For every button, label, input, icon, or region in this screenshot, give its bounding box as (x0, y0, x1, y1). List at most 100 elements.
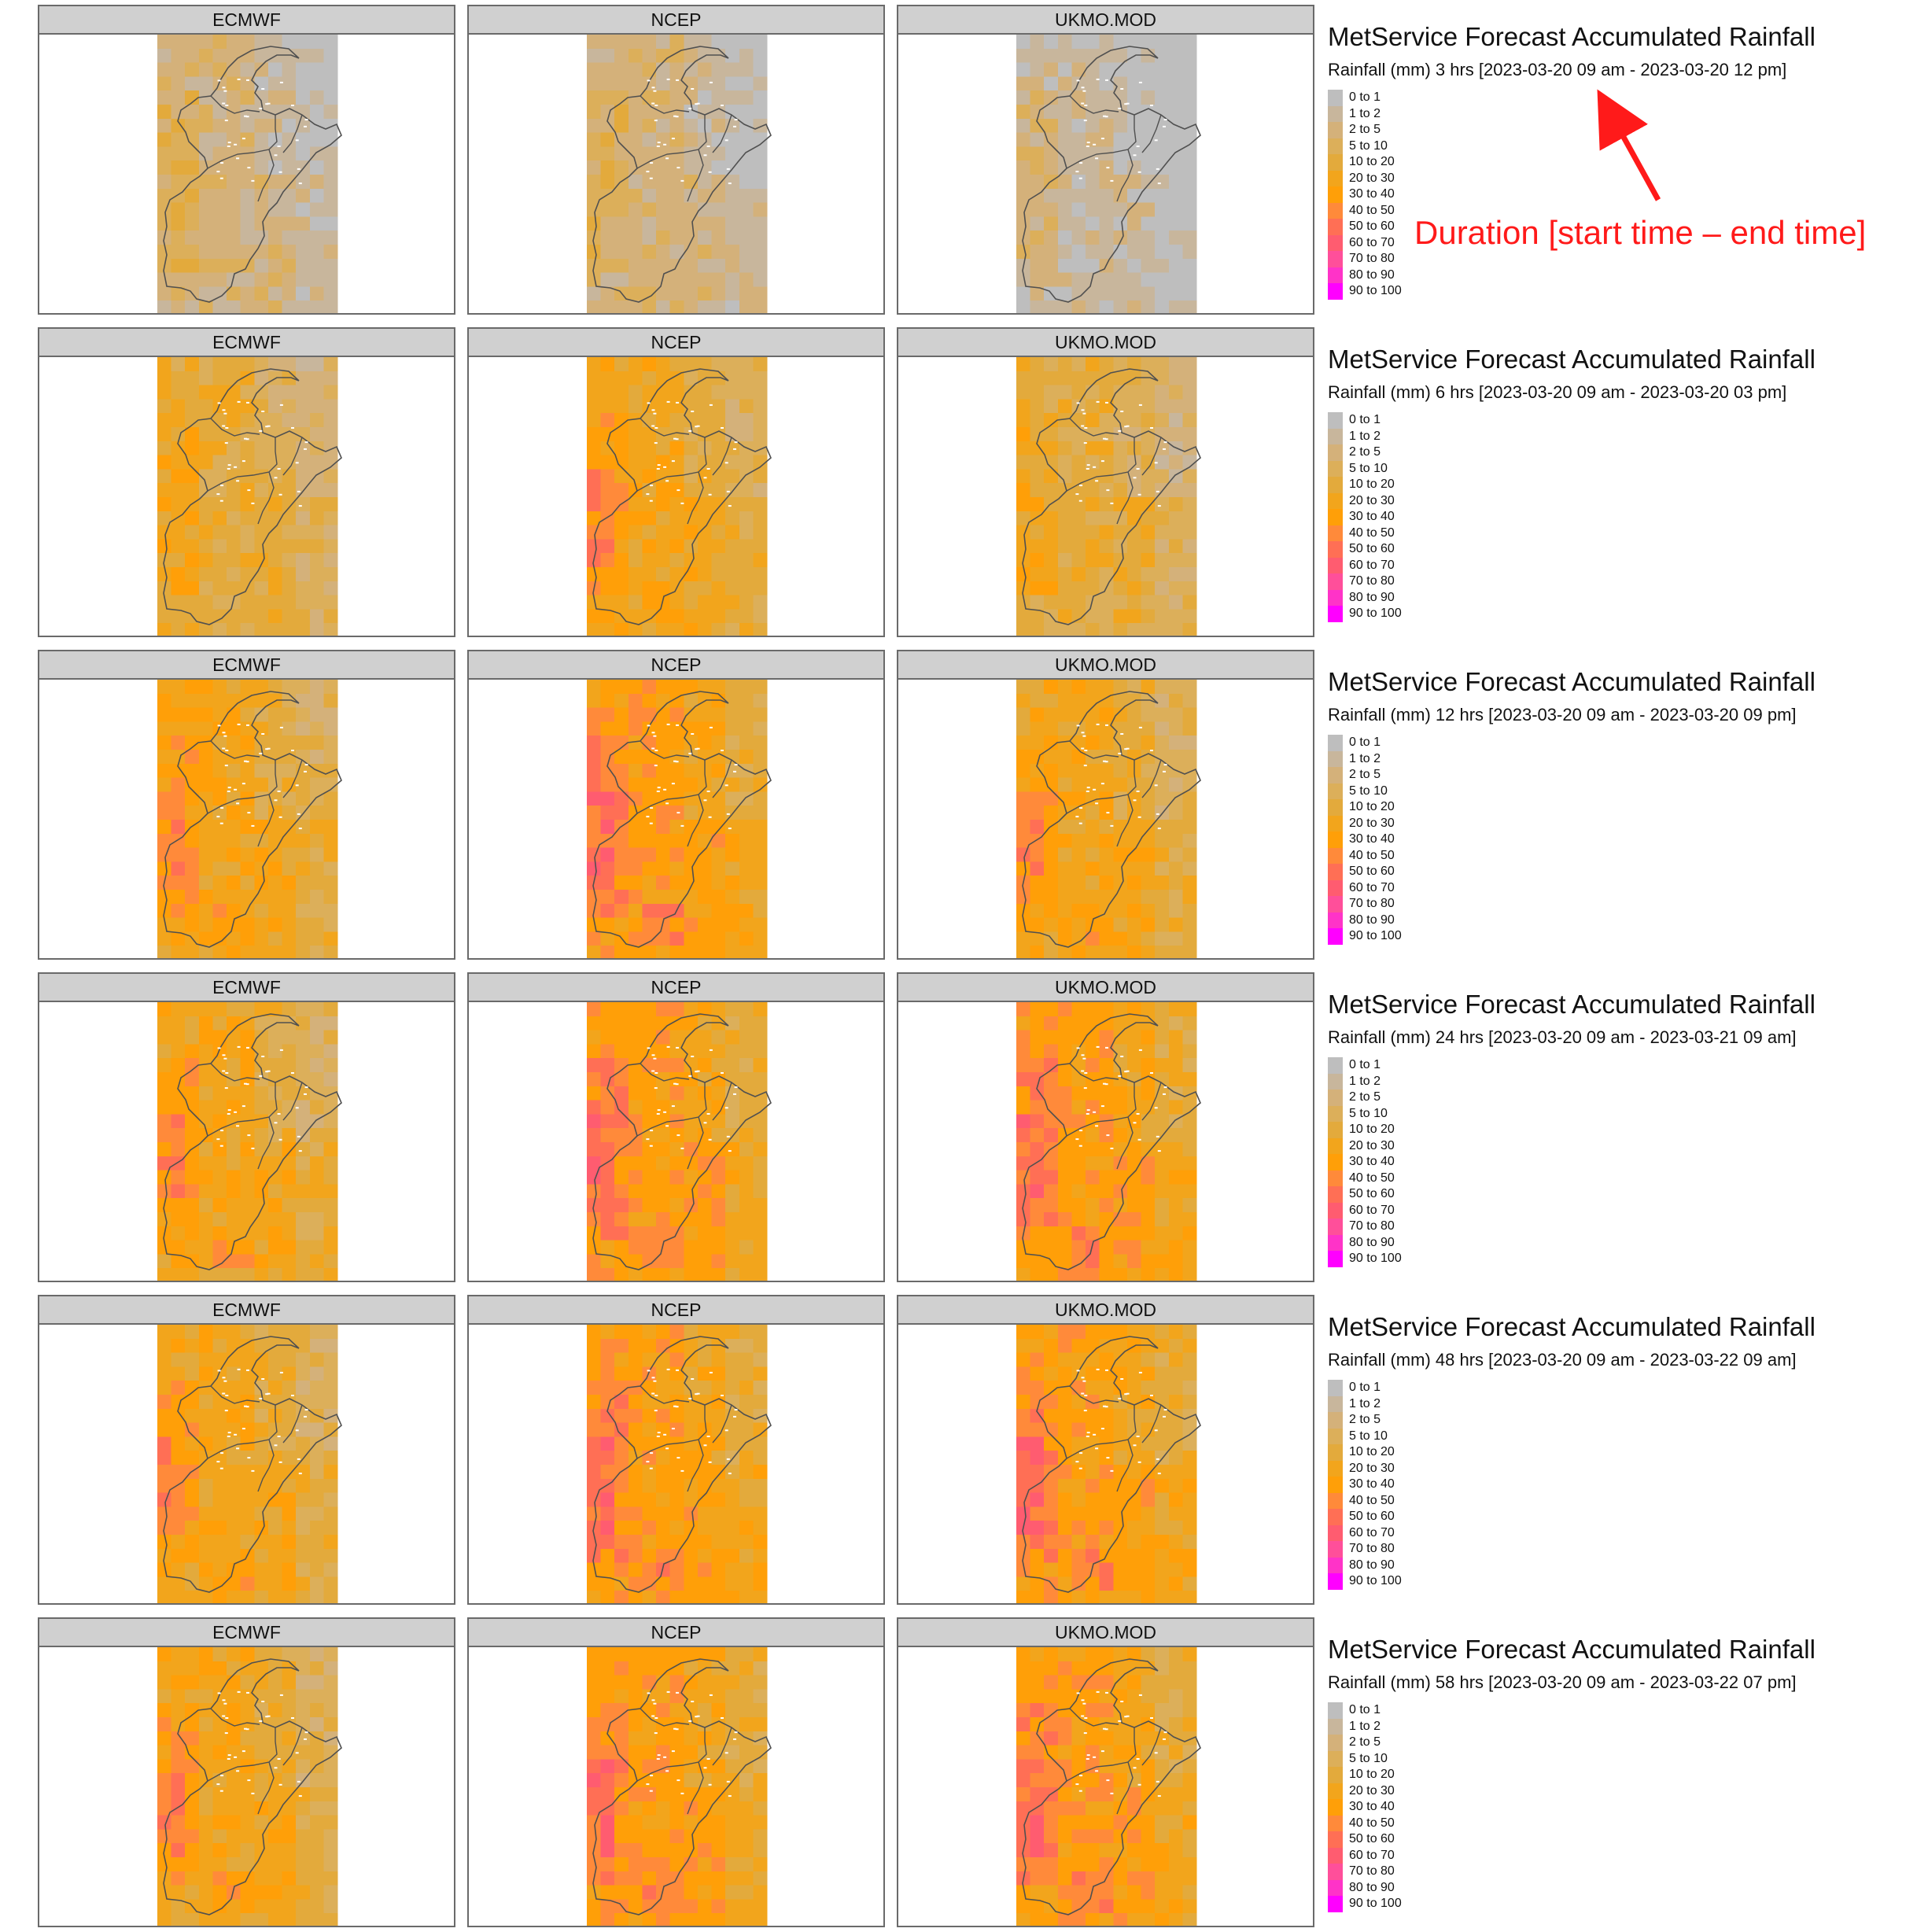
grid-cell (1141, 806, 1156, 820)
grid-cell (712, 119, 726, 133)
grid-cell (1058, 1576, 1072, 1591)
grid-cell (212, 708, 227, 722)
grid-cell (712, 1506, 726, 1521)
grid-cell (296, 1871, 310, 1886)
station-marker (721, 1072, 724, 1074)
grid-cell (212, 511, 227, 525)
grid-cell (601, 918, 615, 932)
grid-cell (227, 1353, 241, 1367)
grid-cell (614, 230, 629, 245)
grid-cell (268, 1857, 282, 1871)
grid-cell (601, 1101, 615, 1115)
grid-cell (1155, 1072, 1169, 1086)
grid-cell (157, 946, 171, 960)
grid-cell (1169, 90, 1183, 105)
grid-cell (712, 848, 726, 862)
grid-cell (268, 1184, 282, 1198)
grid-cell (199, 413, 213, 427)
grid-cell (1030, 1465, 1045, 1479)
grid-cell (1044, 1493, 1058, 1507)
grid-cell (1058, 1493, 1072, 1507)
grid-cell (296, 203, 310, 217)
grid-cell (739, 385, 754, 400)
grid-cell (157, 146, 171, 160)
station-marker (299, 1150, 302, 1152)
grid-cell (601, 413, 615, 427)
grid-cell (157, 861, 171, 876)
station-marker (1164, 764, 1167, 765)
grid-cell (1016, 469, 1030, 483)
grid-cell (323, 1142, 337, 1156)
grid-cell (670, 1002, 684, 1016)
grid-cell (1155, 904, 1169, 918)
station-marker (1110, 180, 1113, 182)
grid-cell (601, 160, 615, 175)
station-marker (1077, 1370, 1080, 1371)
grid-cell (712, 1268, 726, 1282)
station-marker (1120, 88, 1123, 90)
grid-cell (642, 708, 656, 722)
grid-cell (1155, 286, 1169, 300)
grid-cell (587, 160, 601, 175)
grid-cell (725, 76, 739, 90)
grid-cell (1058, 1366, 1072, 1381)
station-marker (710, 404, 713, 406)
grid-cell (227, 1198, 241, 1212)
grid-cell (684, 595, 698, 610)
grid-cell (1155, 511, 1169, 525)
grid-cell (268, 1254, 282, 1268)
grid-cell (587, 764, 601, 778)
grid-cell (1071, 1044, 1086, 1058)
grid-cell (1030, 736, 1045, 750)
grid-cell (1058, 1241, 1072, 1255)
station-marker (223, 1058, 227, 1060)
station-marker (680, 503, 684, 504)
station-marker (305, 441, 308, 443)
grid-cell (739, 1241, 754, 1255)
grid-cell (642, 216, 656, 230)
grid-cell (310, 609, 324, 623)
grid-cell (629, 49, 643, 63)
grid-cell (282, 385, 297, 400)
grid-cell (310, 49, 324, 63)
grid-cell (1113, 1101, 1127, 1115)
station-marker (228, 787, 231, 788)
grid-cell (1058, 385, 1072, 400)
grid-cell (199, 286, 213, 300)
grid-cell (642, 721, 656, 736)
legend-swatch (1328, 1493, 1343, 1510)
grid-cell (227, 90, 241, 105)
grid-cell (670, 1506, 684, 1521)
legend-swatch (1328, 848, 1343, 865)
station-marker (667, 401, 670, 403)
grid-cell (1044, 918, 1058, 932)
station-marker (251, 1470, 254, 1472)
grid-cell (1086, 35, 1100, 49)
grid-cell (712, 1086, 726, 1101)
grid-cell (753, 427, 767, 441)
station-marker (1082, 1381, 1086, 1382)
station-marker (1075, 493, 1078, 495)
grid-cell (185, 1241, 199, 1255)
grid-cell (1155, 63, 1169, 77)
grid-cell (614, 1366, 629, 1381)
grid-cell (587, 175, 601, 189)
legend-key: 10 to 20 (1328, 154, 1816, 171)
grid-cell (212, 721, 227, 736)
grid-cell (601, 806, 615, 820)
grid-cell (614, 834, 629, 848)
grid-cell (1058, 1212, 1072, 1226)
legend-key: 60 to 70 (1328, 558, 1816, 574)
grid-cell (1044, 1114, 1058, 1128)
grid-cell (614, 1044, 629, 1058)
grid-cell (1086, 413, 1100, 427)
grid-cell (296, 1366, 310, 1381)
rainfall-grid (587, 357, 768, 637)
grid-cell (725, 1549, 739, 1563)
grid-cell (199, 1647, 213, 1661)
grid-cell (1141, 1241, 1156, 1255)
grid-cell (1044, 791, 1058, 806)
grid-cell (1058, 778, 1072, 792)
grid-cell (1141, 1254, 1156, 1268)
grid-cell (753, 1114, 767, 1128)
